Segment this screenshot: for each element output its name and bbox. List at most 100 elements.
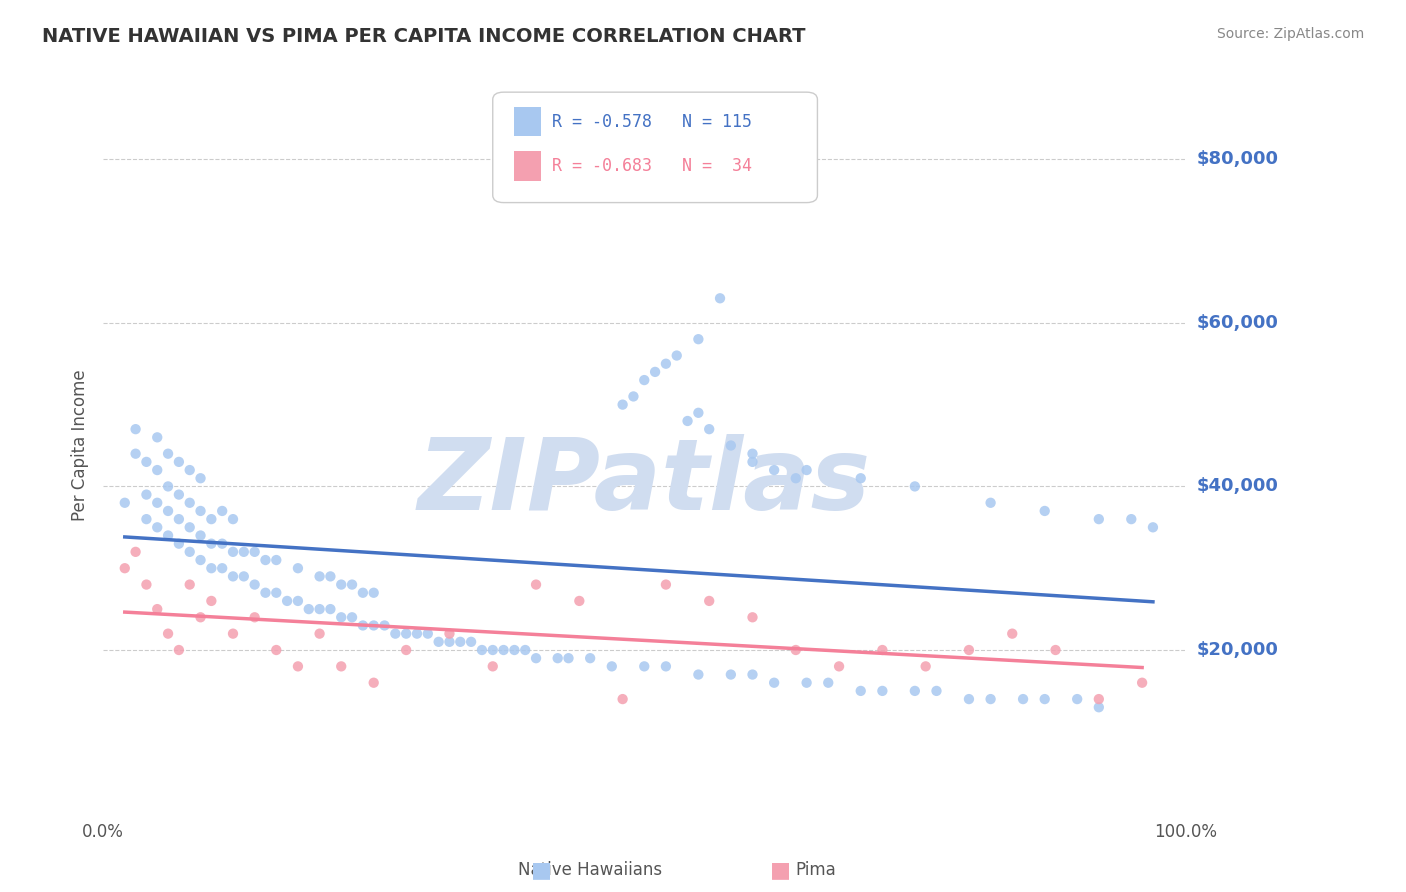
Point xyxy=(319,569,342,583)
Point xyxy=(849,684,872,698)
Point xyxy=(243,610,266,624)
Point xyxy=(190,504,212,518)
Point xyxy=(395,643,418,657)
Point xyxy=(157,626,180,640)
Point xyxy=(146,496,169,510)
Point xyxy=(612,692,634,706)
Point xyxy=(340,610,363,624)
Point xyxy=(741,447,763,461)
Text: ■: ■ xyxy=(770,860,790,880)
Point xyxy=(1001,626,1024,640)
Point xyxy=(904,684,927,698)
Point xyxy=(211,561,233,575)
Point xyxy=(157,504,180,518)
Point xyxy=(1088,700,1111,714)
Point xyxy=(796,463,818,477)
Point xyxy=(449,635,471,649)
Point xyxy=(179,577,201,591)
Point xyxy=(406,626,429,640)
Point xyxy=(980,692,1002,706)
Point xyxy=(1121,512,1143,526)
Point xyxy=(785,643,807,657)
Point xyxy=(211,504,233,518)
Point xyxy=(416,626,439,640)
Point xyxy=(243,577,266,591)
Point xyxy=(633,659,655,673)
Point xyxy=(146,430,169,444)
Point xyxy=(124,422,146,436)
Point xyxy=(741,455,763,469)
Point xyxy=(179,545,201,559)
Point xyxy=(557,651,579,665)
Point xyxy=(655,659,678,673)
Point xyxy=(741,610,763,624)
FancyBboxPatch shape xyxy=(492,92,817,202)
Point xyxy=(524,651,547,665)
Point xyxy=(612,398,634,412)
Point xyxy=(785,471,807,485)
Point xyxy=(340,577,363,591)
Point xyxy=(623,389,645,403)
Point xyxy=(579,651,602,665)
Point xyxy=(146,520,169,534)
Point xyxy=(179,520,201,534)
Point xyxy=(957,692,980,706)
Text: NATIVE HAWAIIAN VS PIMA PER CAPITA INCOME CORRELATION CHART: NATIVE HAWAIIAN VS PIMA PER CAPITA INCOM… xyxy=(42,27,806,45)
Point xyxy=(266,586,288,600)
Point xyxy=(254,553,277,567)
Point xyxy=(709,291,731,305)
Point xyxy=(330,659,353,673)
Text: ZIPatlas: ZIPatlas xyxy=(418,434,870,531)
Text: R = -0.578   N = 115: R = -0.578 N = 115 xyxy=(553,112,752,130)
Point xyxy=(1088,692,1111,706)
Text: $40,000: $40,000 xyxy=(1197,477,1278,495)
Point xyxy=(1033,504,1056,518)
Point xyxy=(298,602,321,616)
Point xyxy=(135,577,157,591)
Text: Pima: Pima xyxy=(796,861,835,879)
Point xyxy=(330,577,353,591)
Point xyxy=(665,349,688,363)
Point xyxy=(232,545,254,559)
Point xyxy=(190,471,212,485)
Point xyxy=(373,618,395,632)
Point xyxy=(308,626,330,640)
Point xyxy=(1012,692,1035,706)
Point xyxy=(481,659,503,673)
Point xyxy=(980,496,1002,510)
Point xyxy=(1045,643,1067,657)
Point xyxy=(190,553,212,567)
Point xyxy=(167,643,190,657)
Text: R = -0.683   N =  34: R = -0.683 N = 34 xyxy=(553,157,752,175)
Point xyxy=(688,406,710,420)
Point xyxy=(157,528,180,542)
Point xyxy=(266,643,288,657)
Text: $20,000: $20,000 xyxy=(1197,641,1278,659)
Point xyxy=(200,561,222,575)
Point xyxy=(763,463,786,477)
Point xyxy=(222,512,245,526)
Point xyxy=(124,545,146,559)
Point xyxy=(697,422,720,436)
FancyBboxPatch shape xyxy=(515,151,541,180)
Point xyxy=(330,610,353,624)
Point xyxy=(363,618,385,632)
Point xyxy=(957,643,980,657)
Point xyxy=(167,487,190,501)
Point xyxy=(308,569,330,583)
Text: Source: ZipAtlas.com: Source: ZipAtlas.com xyxy=(1216,27,1364,41)
Point xyxy=(287,659,309,673)
Point xyxy=(460,635,482,649)
Point xyxy=(697,594,720,608)
Point xyxy=(676,414,699,428)
Point xyxy=(211,536,233,550)
Point xyxy=(914,659,936,673)
Point xyxy=(222,545,245,559)
Point xyxy=(481,643,503,657)
Text: Native Hawaiians: Native Hawaiians xyxy=(519,861,662,879)
Point xyxy=(524,577,547,591)
Point xyxy=(849,471,872,485)
Point xyxy=(363,586,385,600)
Point xyxy=(1033,692,1056,706)
Point xyxy=(384,626,406,640)
